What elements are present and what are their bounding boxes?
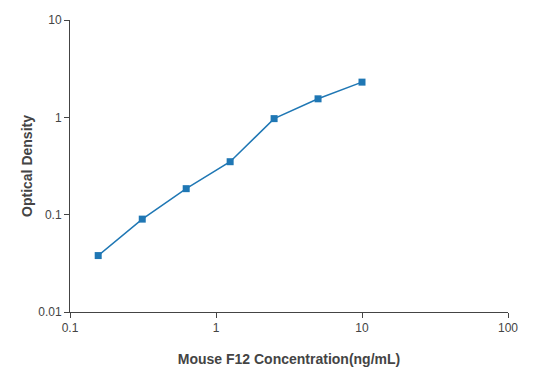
svg-text:0.01: 0.01 [38,305,62,319]
svg-text:0.1: 0.1 [62,321,79,335]
svg-text:1: 1 [55,111,62,125]
svg-text:1: 1 [213,321,220,335]
svg-text:10: 10 [355,321,369,335]
svg-text:10: 10 [48,13,62,27]
svg-text:100: 100 [498,321,518,335]
svg-text:Optical Density: Optical Density [19,115,35,217]
svg-text:0.1: 0.1 [45,208,62,222]
svg-text:Mouse F12 Concentration(ng/mL): Mouse F12 Concentration(ng/mL) [178,351,400,367]
